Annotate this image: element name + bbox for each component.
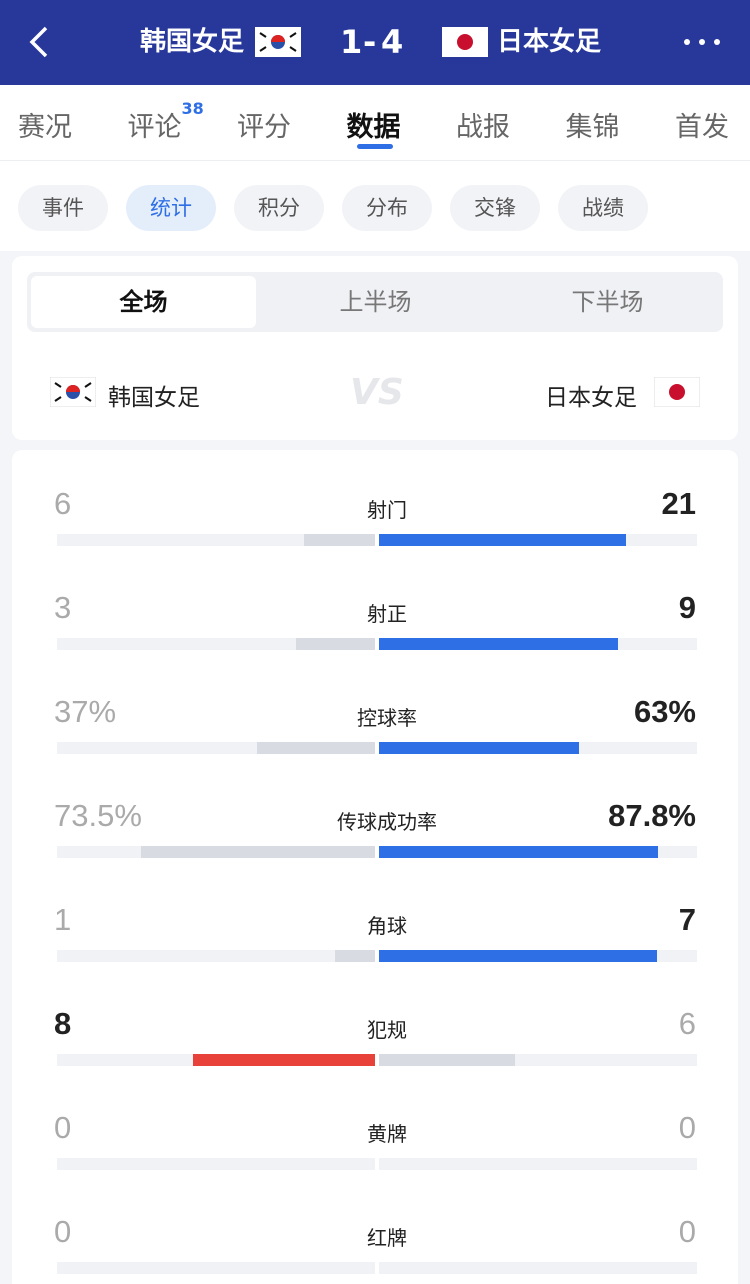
bar-track [379,1158,697,1170]
home-bar [335,950,375,962]
home-value: 6 [54,486,72,521]
home-value: 3 [54,590,72,625]
away-value: 7 [678,902,696,937]
bar-track [57,1158,375,1170]
subtab[interactable]: 统计 [126,185,216,231]
period-tab[interactable]: 下半场 [571,288,644,316]
tab[interactable]: 评论 38 [127,99,204,143]
away-value: 6 [678,1006,696,1041]
period-selector: 全场 上半场 下半场 [27,272,723,332]
vs-logo: VS [350,372,404,413]
comment-count: 38 [181,99,204,118]
home-bar [304,534,375,546]
japan-flag [442,27,488,57]
subtab[interactable]: 事件 [18,185,108,231]
away-bar [379,742,580,754]
back-button[interactable] [24,24,54,60]
stat-name: 红牌 [367,1226,407,1250]
header: 韩国女足 1 - 4 日本女足 [0,0,750,85]
away-value: 63% [633,694,696,729]
home-team-name: 韩国女足 [108,385,200,411]
home-value: 37% [54,694,117,729]
away-value: 0 [678,1214,696,1249]
stat-name: 控球率 [357,706,417,730]
bar-track [57,534,375,546]
away-value: 21 [661,486,696,521]
stat-name: 犯规 [367,1018,407,1042]
tab[interactable]: 战报 [456,112,510,143]
bar-track [379,1262,697,1274]
bar-track [57,1262,375,1274]
korea-flag [255,27,301,57]
stats-card: 6 21 射门 3 9 射正 37% 63% 控球率 73.5% 87.8% 传球成功率 1 7 角球 8 6 犯… [12,450,738,1284]
home-value: 0 [54,1214,72,1249]
tab[interactable]: 数据 [346,112,401,143]
bar-track [57,950,375,962]
home-value: 73.5% [54,798,142,833]
active-tab-indicator [357,144,393,149]
tab[interactable]: 赛况 [18,112,72,143]
subtab[interactable]: 积分 [234,185,324,231]
away-team: 日本女足 [497,27,602,57]
home-team: 韩国女足 [140,27,245,57]
away-score: 4 [381,23,404,61]
tab[interactable]: 首发 [675,112,729,143]
home-bar [295,638,375,650]
score-dash: - [363,23,377,61]
home-bar [193,1054,375,1066]
away-bar [379,638,618,650]
away-bar [379,950,658,962]
away-bar [379,534,627,546]
home-value: 0 [54,1110,72,1145]
away-value: 9 [678,590,696,625]
tab[interactable]: 评分 [237,112,291,143]
subtab[interactable]: 交锋 [450,185,540,231]
korea-flag [50,377,96,407]
stat-name: 射正 [367,602,407,626]
subtab[interactable]: 战绩 [558,185,648,231]
home-bar [141,846,375,858]
stat-name: 角球 [367,914,407,938]
away-value: 87.8% [608,798,696,833]
away-bar [379,1054,516,1066]
tab[interactable]: 集锦 [565,112,620,143]
period-tab[interactable]: 上半场 [339,288,412,316]
away-team-name: 日本女足 [545,385,637,411]
period-tab[interactable]: 全场 [31,276,256,328]
tab-bar: 赛况 评论 38 评分 数据 战报 集锦 首发 [0,85,750,161]
home-bar [257,742,375,754]
subtab-bar: 事件 统计 积分 分布 交锋 战绩 [0,161,750,251]
home-score: 1 [340,23,363,61]
stat-name: 传球成功率 [337,810,437,834]
subtab[interactable]: 分布 [342,185,432,231]
home-value: 1 [54,902,72,937]
more-button[interactable] [682,36,722,48]
away-bar [379,846,659,858]
away-value: 0 [678,1110,696,1145]
stat-name: 黄牌 [367,1122,407,1146]
japan-flag [654,377,700,407]
home-value: 8 [54,1006,72,1041]
stat-name: 射门 [367,498,407,522]
